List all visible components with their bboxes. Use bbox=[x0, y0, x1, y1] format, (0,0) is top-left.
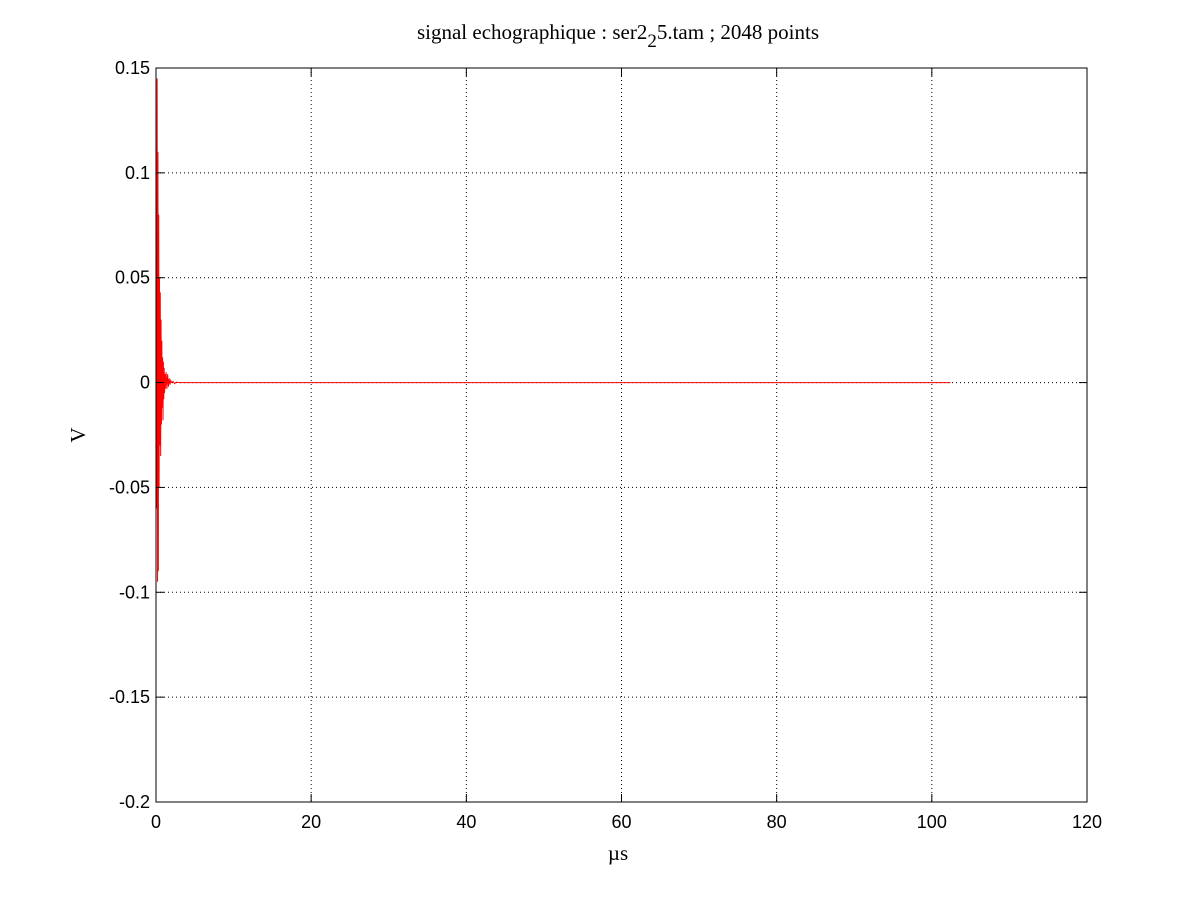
y-tick-label: -0.2 bbox=[119, 792, 150, 812]
chart-title-prefix: signal echographique : ser2 bbox=[417, 20, 647, 44]
y-tick-label: 0 bbox=[140, 373, 150, 393]
x-tick-label: 120 bbox=[1072, 812, 1102, 832]
x-tick-label: 20 bbox=[301, 812, 321, 832]
x-tick-labels: 0 20 40 60 80 100 120 bbox=[151, 812, 1102, 832]
chart-title: signal echographique : ser225.tam ; 2048… bbox=[417, 20, 819, 52]
chart-title-subscript: 2 bbox=[647, 31, 657, 52]
axes-background bbox=[156, 68, 1087, 802]
x-tick-label: 80 bbox=[767, 812, 787, 832]
plot-area bbox=[156, 68, 1087, 802]
x-tick-label: 100 bbox=[917, 812, 947, 832]
chart-title-suffix: 5.tam ; 2048 points bbox=[657, 20, 819, 44]
y-tick-label: -0.15 bbox=[109, 687, 150, 707]
data-layer bbox=[155, 78, 951, 582]
y-axis-label: V bbox=[66, 427, 90, 442]
signal-series-line bbox=[155, 78, 951, 582]
y-tick-label: 0.05 bbox=[115, 268, 150, 288]
y-tick-label: 0.15 bbox=[115, 58, 150, 78]
tick-marks bbox=[155, 67, 1088, 803]
x-tick-label: 0 bbox=[151, 812, 161, 832]
y-tick-label: 0.1 bbox=[125, 163, 150, 183]
y-tick-label: -0.05 bbox=[109, 477, 150, 497]
y-tick-label: -0.1 bbox=[119, 582, 150, 602]
y-tick-labels: 0.15 0.1 0.05 0 -0.05 -0.1 -0.15 -0.2 bbox=[109, 58, 150, 812]
x-tick-label: 40 bbox=[456, 812, 476, 832]
x-tick-label: 60 bbox=[611, 812, 631, 832]
x-axis-label: µs bbox=[608, 841, 628, 865]
